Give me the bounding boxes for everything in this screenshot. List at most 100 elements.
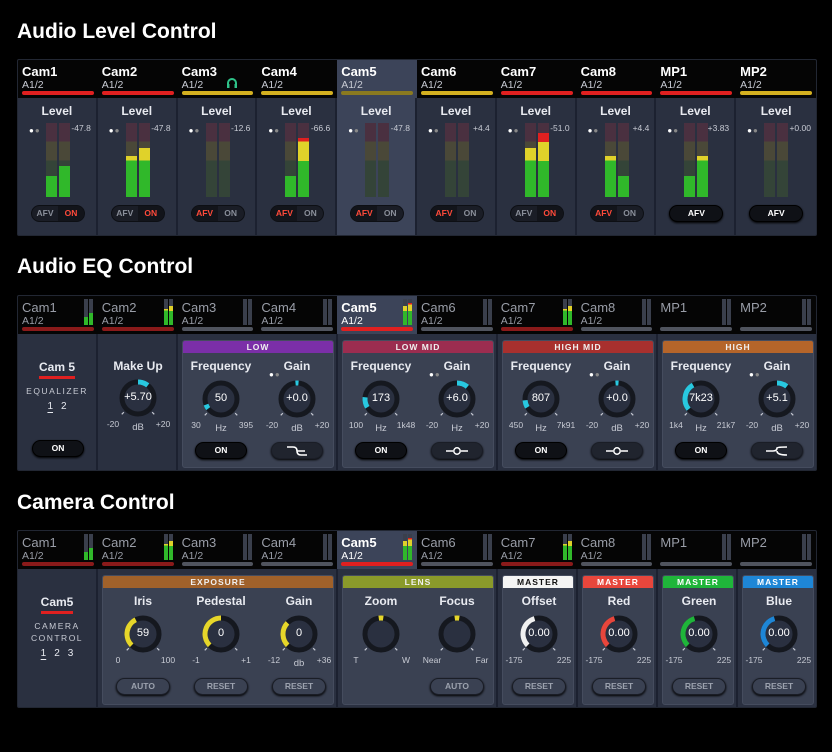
knob-dial[interactable]	[200, 613, 242, 657]
afv-on-toggle[interactable]: AFV ON	[270, 205, 325, 222]
knob[interactable]: 50 30 395 Hz	[183, 378, 259, 440]
channel-tab-cam1[interactable]: Cam1 A1/2	[18, 60, 98, 98]
gain-select-dots[interactable]: ●●	[749, 370, 761, 379]
knob-dial[interactable]	[680, 378, 722, 422]
afv-button[interactable]: AFV	[590, 206, 617, 221]
channel-tab-cam6[interactable]: Cam6 A1/2	[417, 531, 497, 569]
channel-select-dots[interactable]: ●●	[268, 126, 281, 135]
knob-dial[interactable]	[360, 378, 402, 422]
channel-select-dots[interactable]: ●●	[188, 126, 201, 135]
channel-tab-cam5[interactable]: Cam5 A1/2	[337, 531, 417, 569]
afv-button[interactable]: AFV	[515, 208, 533, 218]
on-button[interactable]: ON	[536, 206, 563, 221]
knob-dial[interactable]	[596, 378, 638, 422]
filter-shape-button[interactable]	[431, 442, 483, 459]
reset-button[interactable]: RESET	[512, 678, 566, 695]
knob[interactable]: 0.00 -175 225	[583, 613, 653, 675]
afv-button[interactable]: AFV	[430, 206, 457, 221]
channel-tab-cam3[interactable]: Cam3 A1/2	[178, 531, 258, 569]
knob[interactable]: Near Far	[419, 613, 493, 675]
page-1[interactable]: 1	[40, 648, 47, 659]
afv-on-toggle[interactable]: AFV ON	[429, 205, 484, 222]
page-1[interactable]: 1	[47, 401, 53, 412]
knob-dial[interactable]	[436, 378, 478, 422]
channel-tab-cam4[interactable]: Cam4 A1/2	[257, 531, 337, 569]
afv-button[interactable]: AFV	[351, 206, 378, 221]
knob-dial[interactable]	[122, 613, 164, 657]
channel-tab-cam5[interactable]: Cam5 A1/2	[337, 60, 417, 98]
knob[interactable]: +0.0 -20 +20 dB	[579, 378, 653, 440]
knob[interactable]: 0 -1 +1	[183, 613, 259, 675]
knob[interactable]: 0.00 -175 225	[503, 613, 573, 675]
knob[interactable]: 0 -12 +36 db	[261, 613, 333, 675]
knob[interactable]: +5.1 -20 +20 dB	[739, 378, 813, 440]
auto-button[interactable]: AUTO	[116, 678, 170, 695]
knob[interactable]: +5.70 -20 +20 dB	[100, 377, 176, 439]
band-on-button[interactable]: ON	[195, 442, 247, 459]
on-button[interactable]: ON	[463, 208, 477, 218]
channel-select-dots[interactable]: ●●	[29, 126, 41, 135]
channel-select-dots[interactable]: ●●	[108, 126, 121, 135]
page-2[interactable]: 2	[54, 648, 60, 659]
knob[interactable]: 0.00 -175 225	[663, 613, 733, 675]
on-button[interactable]: ON	[58, 206, 84, 221]
on-button[interactable]: ON	[304, 208, 317, 218]
channel-tab-cam6[interactable]: Cam6 A1/2	[417, 296, 497, 334]
afv-on-toggle[interactable]: AFV ON	[31, 205, 85, 222]
channel-tab-cam1[interactable]: Cam1 A1/2	[18, 296, 98, 334]
afv-on-toggle[interactable]: AFV ON	[190, 205, 245, 222]
channel-select-dots[interactable]: ●●	[587, 126, 600, 135]
on-button[interactable]: ON	[383, 208, 397, 218]
channel-select-dots[interactable]: ●●	[348, 126, 360, 135]
channel-tab-mp2[interactable]: MP2 A1/2	[736, 60, 816, 98]
channel-tab-cam2[interactable]: Cam2 A1/2	[98, 60, 178, 98]
knob-dial[interactable]	[518, 613, 560, 657]
knob-dial[interactable]	[117, 377, 159, 421]
band-on-button[interactable]: ON	[675, 442, 727, 459]
channel-tab-cam7[interactable]: Cam7 A1/2	[497, 60, 577, 98]
knob-dial[interactable]	[278, 613, 320, 657]
channel-tab-cam4[interactable]: Cam4 A1/2	[257, 296, 337, 334]
channel-tab-mp2[interactable]: MP2	[736, 531, 816, 569]
gain-select-dots[interactable]: ●●	[429, 370, 441, 379]
channel-tab-cam4[interactable]: Cam4 A1/2	[257, 60, 337, 98]
knob-dial[interactable]	[276, 378, 318, 422]
filter-shape-button[interactable]	[591, 442, 643, 459]
equalizer-on-button[interactable]: ON	[32, 440, 84, 457]
afv-button[interactable]: AFV	[191, 206, 218, 221]
on-button[interactable]: ON	[224, 208, 237, 218]
afv-on-toggle[interactable]: AFV ON	[589, 205, 644, 222]
knob-dial[interactable]	[678, 613, 720, 657]
afv-button[interactable]: AFV	[36, 208, 54, 218]
afv-button[interactable]: AFV	[116, 208, 134, 218]
channel-tab-cam1[interactable]: Cam1 A1/2	[18, 531, 98, 569]
knob-dial[interactable]	[360, 613, 402, 657]
knob[interactable]: 807 450 7k91 Hz	[503, 378, 579, 440]
channel-tab-cam8[interactable]: Cam8 A1/2	[577, 531, 657, 569]
channel-tab-cam8[interactable]: Cam8 A1/2	[577, 60, 657, 98]
channel-tab-cam6[interactable]: Cam6 A1/2	[417, 60, 497, 98]
knob-dial[interactable]	[200, 378, 242, 422]
on-button[interactable]: ON	[623, 208, 636, 218]
knob[interactable]: +6.0 -20 +20 Hz	[419, 378, 493, 440]
afv-on-toggle[interactable]: AFV ON	[350, 205, 405, 222]
channel-select-dots[interactable]: ●●	[427, 126, 440, 135]
channel-tab-cam3[interactable]: Cam3 A1/2	[178, 60, 258, 98]
auto-button[interactable]: AUTO	[430, 678, 484, 695]
channel-select-dots[interactable]: ●●	[507, 126, 520, 135]
knob-dial[interactable]	[758, 613, 800, 657]
on-button[interactable]: ON	[137, 206, 164, 221]
filter-shape-button[interactable]	[271, 442, 323, 459]
channel-tab-mp1[interactable]: MP1	[656, 531, 736, 569]
channel-select-dots[interactable]: ●●	[667, 126, 680, 135]
channel-tab-cam2[interactable]: Cam2 A1/2	[98, 531, 178, 569]
band-on-button[interactable]: ON	[515, 442, 567, 459]
channel-tab-mp1[interactable]: MP1 A1/2	[656, 60, 736, 98]
afv-button[interactable]: AFV	[749, 205, 804, 222]
page-3[interactable]: 3	[67, 648, 74, 659]
filter-shape-button[interactable]	[751, 442, 803, 459]
afv-on-toggle[interactable]: AFV ON	[509, 205, 564, 222]
channel-tab-cam5[interactable]: Cam5 A1/2	[337, 296, 417, 334]
channel-tab-mp2[interactable]: MP2	[736, 296, 816, 334]
